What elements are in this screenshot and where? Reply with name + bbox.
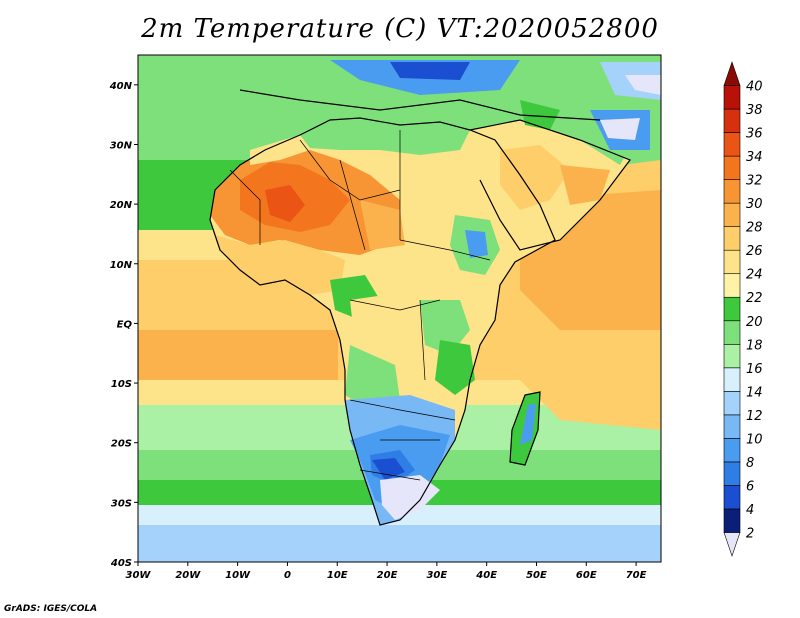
colorbar-label: 16 [746,362,763,377]
lon-tick-label: 20E [377,570,398,581]
lat-tick-label: 10N [110,260,133,271]
colorbar-label: 18 [746,338,763,353]
lon-tick-label: 60E [576,570,597,581]
lon-tick-label: 0 [284,570,291,581]
colorbar-swatch [723,485,741,510]
colorbar-swatch [723,508,741,533]
grads-credit: GrADS: IGES/COLA [4,604,98,614]
lat-tick-label: 30S [111,498,132,509]
lat-tick-label: 30N [110,140,133,151]
colorbar-swatch [723,249,741,275]
colorbar-label: 10 [746,432,763,447]
colorbar-label: 34 [746,150,763,165]
colorbar-swatch [723,438,741,463]
colorbar-label: 40 [746,80,763,95]
colorbar-swatch [723,343,741,369]
country-borders [229,130,491,481]
colorbar-label: 14 [746,385,763,400]
lon-tick-label: 30E [426,570,447,581]
colorbar-label: 26 [746,244,763,259]
map-frame [137,54,662,563]
colorbar-label: 24 [746,268,763,283]
colorbar-swatch [723,202,741,227]
lon-tick-label: 10E [327,570,348,581]
colorbar-swatch [723,273,741,298]
lon-tick-label: 30W [126,570,152,581]
lat-tick-label: 40N [109,81,133,92]
colorbar-swatch [723,367,741,392]
colorbar-swatch [723,85,741,110]
colorbar-lower-extend [723,532,741,557]
lat-tick-label: EQ [117,319,133,330]
lon-tick-label: 40E [475,570,497,581]
colorbar-label: 12 [746,409,763,424]
lat-tick-label: 20N [110,200,133,211]
latitude-axis: 40N 30N 20N 10N EQ 10S 20S 30S 40S [109,81,138,569]
longitude-axis: 30W 20W 10W 0 10E 20E 30E 40E 50E 60E 70E [126,562,647,581]
lat-tick-label: 10S [111,379,132,390]
colorbar-label: 2 [746,526,754,541]
map-title: 2m Temperature (C) VT:2020052800 [141,14,659,44]
lat-tick-label: 20S [111,439,132,450]
colorbar-swatch [723,461,741,486]
colorbar-label: 8 [746,456,754,471]
lon-tick-label: 10W [225,570,251,581]
colorbar-swatch [723,414,741,439]
colorbar-label: 28 [746,221,763,236]
lon-tick-label: 70E [626,570,647,581]
colorbar-label: 20 [746,315,763,330]
colorbar-swatch [723,132,741,157]
colorbar-swatch [723,155,741,180]
colorbar-swatch [723,320,741,345]
colorbar-label: 4 [746,503,754,518]
colorbar-label: 38 [746,103,763,118]
temperature-field [138,55,661,562]
colorbar-swatch [723,179,741,204]
lat-tick-label: 40S [110,558,132,569]
coastlines [209,89,631,526]
colorbar-label: 30 [746,197,763,212]
lon-tick-label: 20W [175,570,201,581]
colorbar-upper-extend [723,61,741,86]
colorbar-label: 6 [746,479,754,494]
colorbar-label: 36 [746,127,763,142]
colorbar-swatch [723,391,741,416]
colorbar-swatch [723,108,741,133]
colorbar-swatch [723,296,741,322]
colorbar-label: 22 [746,291,763,306]
colorbar-label: 32 [746,174,763,189]
colorbar-swatch [723,226,741,251]
lon-tick-label: 50E [526,570,547,581]
